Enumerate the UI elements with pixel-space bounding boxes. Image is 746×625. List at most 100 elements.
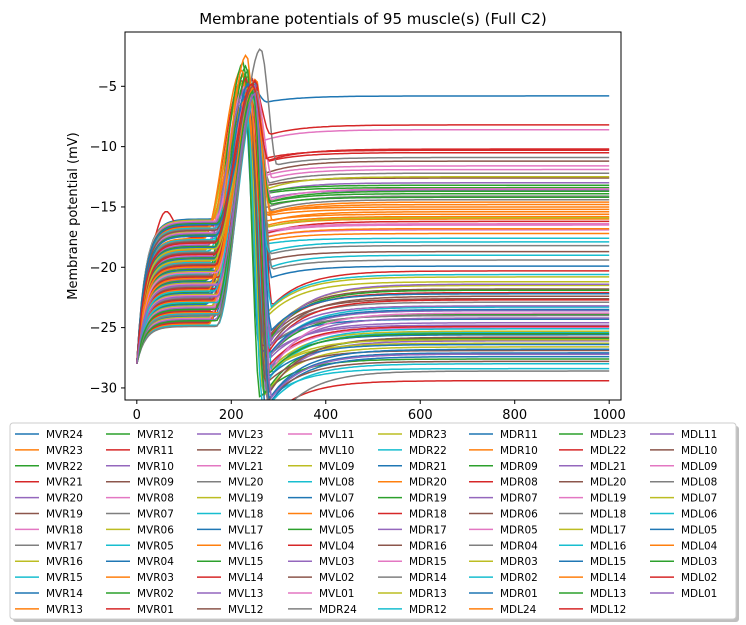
- series-line-mvl16: [136, 99, 610, 364]
- legend-entry-mdl21: MDL21: [559, 461, 626, 473]
- series-line-mdl16: [136, 90, 610, 364]
- series-line-mdr06: [136, 89, 610, 400]
- legend-label: MDL04: [681, 540, 718, 552]
- legend-label: MVR07: [137, 509, 174, 521]
- legend-label: MVL14: [228, 572, 264, 584]
- legend-label: MDL14: [590, 572, 627, 584]
- legend-label: MDR03: [500, 556, 538, 568]
- legend-label: MVR16: [46, 556, 83, 568]
- legend-entry-mdr09: MDR09: [469, 461, 538, 473]
- legend-label: MDL06: [681, 509, 718, 521]
- legend-label: MDR23: [409, 429, 447, 441]
- legend-entry-mvl05: MVL05: [288, 524, 354, 536]
- legend-entry-mdl13: MDL13: [559, 588, 626, 600]
- legend-label: MDR07: [500, 493, 538, 505]
- legend-label: MDR05: [500, 524, 538, 536]
- legend: MVR24 MVR23 MVR22 MVR21 MVR20 MVR19 MVR18 MVR17…: [9, 422, 739, 622]
- legend-entry-mvl15: MVL15: [197, 556, 263, 568]
- legend-label: MDL20: [590, 477, 626, 489]
- y-tick-label: −30: [90, 381, 117, 396]
- series-line-mdl11: [136, 88, 610, 364]
- legend-entry-mdl16: MDL16: [559, 540, 627, 552]
- series-line-mvl11: [136, 98, 610, 364]
- legend-entry-mvr22: MVR22: [15, 461, 83, 473]
- x-tick-label: 600: [408, 408, 433, 423]
- series-line-mdr01: [136, 89, 610, 377]
- legend-label: MDR12: [409, 604, 447, 616]
- legend-label: MDR19: [409, 493, 447, 505]
- series-line-mdl24: [136, 53, 610, 364]
- legend-label: MDL02: [681, 572, 717, 584]
- legend-label: MDL15: [590, 556, 626, 568]
- legend-entry-mdr16: MDR16: [378, 540, 447, 552]
- x-tick-label: 200: [219, 408, 244, 423]
- legend-label: MDR22: [409, 445, 447, 457]
- legend-entry-mdl24: MDL24: [469, 604, 537, 616]
- series-line-mvr13: [136, 74, 610, 364]
- legend-label: MVL23: [228, 429, 263, 441]
- legend-label: MVR23: [46, 445, 83, 457]
- series-line-mdr12: [136, 95, 610, 364]
- legend-entry-mvr16: MVR16: [15, 556, 83, 568]
- legend-entry-mdl03: MDL03: [650, 556, 717, 568]
- legend-label: MVL19: [228, 493, 263, 505]
- legend-entry-mdl10: MDL10: [650, 445, 717, 457]
- legend-entry-mdr12: MDR12: [378, 604, 447, 616]
- legend-entry-mdl20: MDL20: [559, 477, 626, 489]
- legend-label: MVL06: [319, 509, 355, 521]
- legend-entry-mvl02: MVL02: [288, 572, 354, 584]
- legend-entry-mdl02: MDL02: [650, 572, 717, 584]
- legend-entry-mvr13: MVR13: [15, 604, 83, 616]
- series-line-mdl01: [136, 91, 610, 400]
- legend-label: MDL09: [681, 461, 717, 473]
- series-line-mvl03: [136, 98, 610, 364]
- series-line-mdr02: [136, 94, 610, 373]
- legend-entry-mvl13: MVL13: [197, 588, 263, 600]
- series-line-mdl06: [136, 91, 610, 364]
- legend-entry-mdl12: MDL12: [559, 604, 626, 616]
- series-line-mdl12: [136, 93, 610, 367]
- legend-label: MVR22: [46, 461, 83, 473]
- series-line-mdl05: [136, 94, 610, 364]
- legend-label: MDL10: [681, 445, 717, 457]
- legend-entry-mvl08: MVL08: [288, 477, 354, 489]
- y-tick-label: −25: [90, 321, 117, 336]
- legend-entry-mdr10: MDR10: [469, 445, 538, 457]
- legend-label: MVL16: [228, 540, 264, 552]
- y-tick-label: −5: [98, 80, 117, 95]
- legend-label: MVR18: [46, 524, 83, 536]
- legend-label: MDL22: [590, 445, 626, 457]
- y-tick-label: −20: [90, 261, 117, 276]
- legend-label: MVL09: [319, 461, 354, 473]
- legend-label: MDL21: [590, 461, 626, 473]
- legend-label: MDR18: [409, 509, 447, 521]
- series-line-mvr16: [136, 80, 610, 364]
- legend-entry-mvr19: MVR19: [15, 509, 83, 521]
- legend-entry-mdl06: MDL06: [650, 509, 718, 521]
- legend-label: MDR01: [500, 588, 538, 600]
- legend-entry-mdl17: MDL17: [559, 524, 626, 536]
- legend-label: MDR14: [409, 572, 447, 584]
- legend-entry-mvl01: MVL01: [288, 588, 354, 600]
- legend-label: MDR09: [500, 461, 538, 473]
- series-line-mvl05: [136, 91, 610, 364]
- legend-label: MDL13: [590, 588, 626, 600]
- legend-entry-mvl04: MVL04: [288, 540, 355, 552]
- legend-label: MVR19: [46, 509, 83, 521]
- legend-label: MDL03: [681, 556, 717, 568]
- legend-label: MDL01: [681, 588, 717, 600]
- legend-entry-mdr24: MDR24: [288, 604, 357, 616]
- legend-label: MDR24: [319, 604, 357, 616]
- legend-entry-mvl19: MVL19: [197, 493, 263, 505]
- series-line-mdr18: [136, 84, 610, 364]
- legend-entry-mdl07: MDL07: [650, 493, 717, 505]
- legend-label: MVL05: [319, 524, 354, 536]
- x-tick-label: 0: [133, 408, 141, 423]
- x-tick-label: 400: [313, 408, 338, 423]
- legend-entry-mvr03: MVR03: [106, 572, 174, 584]
- legend-label: MVR24: [46, 429, 83, 441]
- series-line-mdr05: [136, 95, 610, 364]
- series-line-mvl23: [136, 94, 610, 364]
- legend-entry-mvr14: MVR14: [15, 588, 83, 600]
- legend-label: MVR09: [137, 477, 174, 489]
